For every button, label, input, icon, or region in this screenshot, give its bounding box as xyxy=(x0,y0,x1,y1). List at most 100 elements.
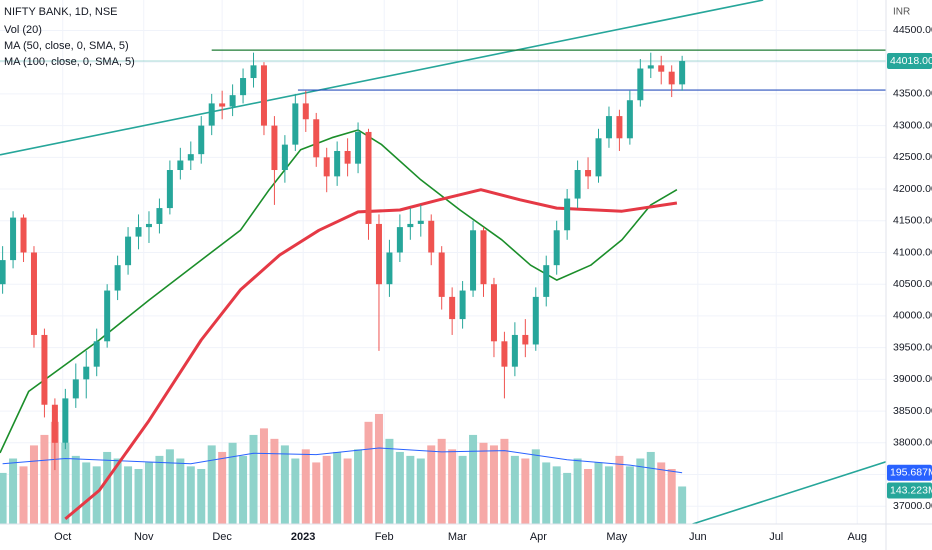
volume-bar xyxy=(322,455,331,524)
volume-bar xyxy=(354,449,363,524)
volume-bar xyxy=(155,455,164,524)
candle-body xyxy=(637,68,644,101)
y-tick-label: 42000.00 xyxy=(893,183,932,195)
price-badge xyxy=(887,464,932,481)
candle-body xyxy=(198,125,205,155)
candle-body xyxy=(83,366,90,380)
legend-entry: MA (50, close, 0, SMA, 5) xyxy=(4,40,129,52)
volume-bar xyxy=(144,462,153,524)
volume-bar xyxy=(437,438,446,524)
volume-bar xyxy=(176,458,185,524)
x-tick-label: May xyxy=(606,531,627,543)
y-tick-label: 41500.00 xyxy=(893,215,932,227)
candle-body xyxy=(292,103,299,145)
volume-bar xyxy=(594,462,603,524)
volume-bar xyxy=(270,438,279,524)
y-tick-label: 38500.00 xyxy=(893,405,932,417)
volume-bar xyxy=(301,449,310,524)
volume-bar xyxy=(510,455,519,524)
candle-body xyxy=(344,150,351,164)
y-tick-label: 37000.00 xyxy=(893,500,932,512)
candle-body xyxy=(93,341,100,367)
volume-bar xyxy=(604,466,613,524)
volume-bar xyxy=(625,466,634,524)
volume-bar xyxy=(427,445,436,524)
volume-bar xyxy=(197,468,206,524)
candle-body xyxy=(323,157,330,177)
candle-body xyxy=(104,290,111,342)
candle-body xyxy=(574,170,581,199)
candle-body xyxy=(260,65,267,126)
price-badge-label: 143.223M xyxy=(890,484,932,496)
candle-body xyxy=(62,398,69,443)
price-badge xyxy=(887,482,932,499)
plot-area xyxy=(0,0,886,524)
candle-body xyxy=(428,220,435,253)
y-tick-label: 39500.00 xyxy=(893,341,932,353)
candle-body xyxy=(125,236,132,266)
volume-bar xyxy=(0,472,7,524)
volume-bar xyxy=(657,462,666,524)
candle-body xyxy=(553,230,560,266)
candle-body xyxy=(386,252,393,285)
volume-bar xyxy=(573,458,582,524)
candle-body xyxy=(187,154,194,161)
candle-body xyxy=(229,95,236,107)
ma-line xyxy=(64,188,678,521)
volume-bar xyxy=(124,466,133,524)
volume-bar xyxy=(448,449,457,524)
volume-bar xyxy=(374,413,383,524)
candle-body xyxy=(480,230,487,285)
volume-bar xyxy=(134,468,143,524)
x-tick-label: Apr xyxy=(530,531,547,543)
volume-bar xyxy=(636,458,645,524)
y-tick-label: 42500.00 xyxy=(893,151,932,163)
x-tick-label: Nov xyxy=(134,531,154,543)
volume-bar xyxy=(500,438,509,524)
y-tick-label: 44500.00 xyxy=(893,24,932,36)
y-tick-label: 43500.00 xyxy=(893,88,932,100)
volume-bar xyxy=(239,455,248,524)
volume-bar xyxy=(61,442,70,524)
candle-body xyxy=(490,284,497,342)
y-tick-label: 38000.00 xyxy=(893,437,932,449)
volume-bar xyxy=(50,421,59,524)
volume-bar xyxy=(458,455,467,524)
x-tick-label: Jul xyxy=(769,531,783,543)
candle-body xyxy=(313,119,320,158)
volume-bar xyxy=(82,462,91,524)
candle-body xyxy=(156,208,163,224)
candle-body xyxy=(302,103,309,120)
candle-body xyxy=(449,296,456,320)
legend: NIFTY BANK, 1D, NSE Vol (20) MA (50, clo… xyxy=(4,6,135,68)
x-tick-label: Feb xyxy=(375,531,394,543)
candle-body xyxy=(595,138,602,177)
candle-body xyxy=(72,379,79,399)
volume-bar xyxy=(584,468,593,524)
candle-body xyxy=(522,334,529,345)
price-badge xyxy=(887,53,932,70)
volume-bar xyxy=(280,445,289,524)
candle-body xyxy=(543,265,550,297)
x-tick-label: Mar xyxy=(448,531,467,543)
candle-body xyxy=(281,144,288,171)
candle-body xyxy=(616,116,623,139)
volume-bar xyxy=(406,455,415,524)
y-tick-label: 40500.00 xyxy=(893,278,932,290)
candle-body xyxy=(626,100,633,139)
candle-body xyxy=(647,65,654,69)
volume-bar xyxy=(364,421,373,524)
volume-bar xyxy=(71,455,80,524)
volume-bar xyxy=(552,466,561,524)
volume-bar xyxy=(186,466,195,524)
candle-body xyxy=(114,265,121,291)
volume-bar xyxy=(531,449,540,524)
candle-body xyxy=(605,116,612,139)
currency: INR xyxy=(893,7,910,18)
candle-body xyxy=(51,404,58,443)
candle-body xyxy=(585,170,592,177)
candle-body xyxy=(532,296,539,345)
price-badge-label: 44018.00 xyxy=(890,55,932,67)
volume-bar xyxy=(416,458,425,524)
x-tick-label: 2023 xyxy=(291,531,315,543)
